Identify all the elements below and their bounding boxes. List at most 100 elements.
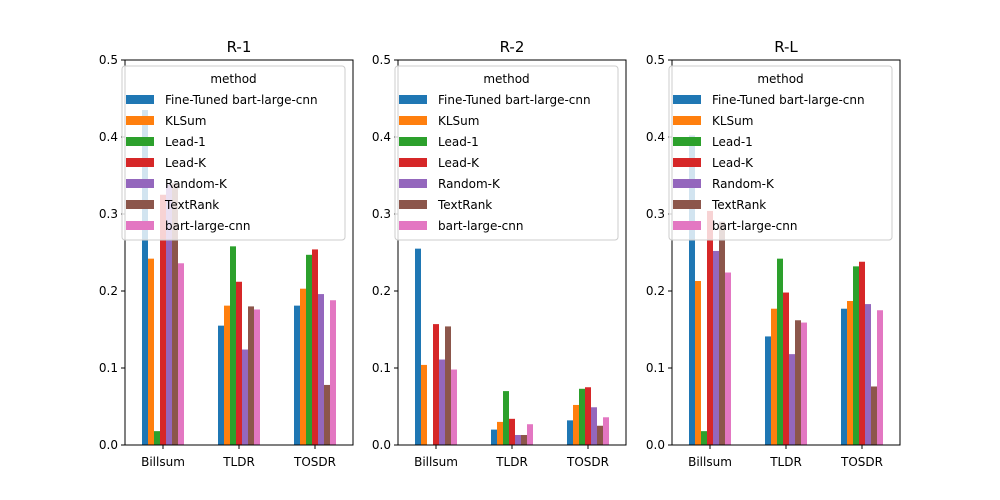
bar-tosdr-klsum bbox=[573, 404, 579, 445]
y-tick-label: 0.2 bbox=[372, 284, 391, 298]
legend-swatch bbox=[399, 137, 427, 146]
y-tick-label: 0.3 bbox=[99, 207, 118, 221]
bar-tosdr-random-k bbox=[318, 294, 324, 445]
legend-label: Lead-K bbox=[438, 156, 480, 170]
legend-swatch bbox=[126, 221, 154, 230]
legend-label: KLSum bbox=[712, 114, 753, 128]
bar-tldr-klsum bbox=[771, 308, 777, 445]
x-tick-label: TOSDR bbox=[566, 455, 609, 469]
x-tick-label: TLDR bbox=[769, 455, 802, 469]
bar-billsum-bart-large-cnn bbox=[178, 263, 184, 445]
y-tick-label: 0.2 bbox=[646, 284, 665, 298]
legend-label: bart-large-cnn bbox=[712, 219, 798, 233]
bar-tldr-textrank bbox=[521, 434, 527, 445]
bar-tldr-textrank bbox=[795, 320, 801, 445]
bar-billsum-lead-1 bbox=[154, 431, 160, 445]
bar-tldr-random-k bbox=[242, 349, 248, 445]
bar-tldr-fine-tuned-bart-large-cnn bbox=[491, 429, 497, 445]
bar-billsum-textrank bbox=[172, 183, 178, 445]
bar-tldr-lead-1 bbox=[503, 391, 509, 445]
bar-billsum-lead-k bbox=[433, 324, 439, 445]
legend-box bbox=[121, 65, 346, 241]
legend-label: bart-large-cnn bbox=[438, 219, 524, 233]
chart-panel-3: R-L 0.0 0.1 0.2 0.3 0.4 0.5 Billsum TLDR TOSDR met… bbox=[646, 38, 901, 469]
bar-billsum-textrank bbox=[719, 221, 725, 445]
bar-tldr-klsum bbox=[224, 305, 230, 445]
y-tick-label: 0.4 bbox=[646, 130, 665, 144]
bar-tldr-fine-tuned-bart-large-cnn bbox=[765, 336, 771, 445]
legend-swatch bbox=[126, 116, 154, 125]
bar-tldr-lead-1 bbox=[230, 246, 236, 445]
bar-tosdr-fine-tuned-bart-large-cnn bbox=[294, 305, 300, 445]
legend-box bbox=[394, 65, 619, 241]
bar-tosdr-random-k bbox=[865, 304, 871, 445]
legend-swatch bbox=[399, 179, 427, 188]
legend-swatch bbox=[399, 158, 427, 167]
chart-panel-2: R-2 0.0 0.1 0.2 0.3 0.4 0.5 Billsum TLDR TOSDR met… bbox=[372, 38, 627, 469]
bar-tldr-random-k bbox=[789, 354, 795, 445]
y-tick-label: 0.0 bbox=[372, 438, 391, 452]
legend-label: KLSum bbox=[438, 114, 479, 128]
legend-label: Lead-K bbox=[165, 156, 207, 170]
bar-tldr-lead-k bbox=[783, 292, 789, 445]
y-tick-label: 0.3 bbox=[372, 207, 391, 221]
y-tick-label: 0.5 bbox=[99, 53, 118, 67]
bar-billsum-lead-k bbox=[707, 210, 713, 445]
x-tick-label: TLDR bbox=[222, 455, 255, 469]
bar-billsum-klsum bbox=[148, 258, 154, 445]
legend: method Fine-Tuned bart-large-cnn KLSum Lead… bbox=[121, 65, 346, 241]
legend-label: KLSum bbox=[165, 114, 206, 128]
legend-label: TextRank bbox=[164, 198, 219, 212]
bar-billsum-fine-tuned-bart-large-cnn bbox=[142, 110, 148, 446]
legend-swatch bbox=[399, 95, 427, 104]
bar-billsum-random-k bbox=[439, 359, 445, 445]
y-tick-label: 0.3 bbox=[646, 207, 665, 221]
bar-tldr-textrank bbox=[248, 306, 254, 445]
bar-tosdr-lead-k bbox=[312, 249, 318, 445]
y-tick-label: 0.1 bbox=[372, 361, 391, 375]
legend-label: Random-K bbox=[165, 177, 228, 191]
chart-title: R-L bbox=[774, 38, 798, 56]
legend-label: TextRank bbox=[437, 198, 492, 212]
bar-tosdr-bart-large-cnn bbox=[330, 300, 336, 445]
bar-tldr-bart-large-cnn bbox=[801, 322, 807, 445]
bar-billsum-random-k bbox=[713, 250, 719, 445]
bar-tldr-random-k bbox=[515, 434, 521, 445]
legend-swatch bbox=[673, 95, 701, 104]
y-tick-label: 0.0 bbox=[99, 438, 118, 452]
bar-tldr-lead-k bbox=[236, 281, 242, 445]
legend-swatch bbox=[673, 158, 701, 167]
legend-label: Fine-Tuned bart-large-cnn bbox=[165, 93, 318, 107]
y-tick-label: 0.1 bbox=[99, 361, 118, 375]
bar-tldr-lead-k bbox=[509, 418, 515, 445]
y-tick-label: 0.5 bbox=[646, 53, 665, 67]
bar-tldr-bart-large-cnn bbox=[527, 424, 533, 445]
legend-swatch bbox=[673, 137, 701, 146]
legend: method Fine-Tuned bart-large-cnn KLSum Lead… bbox=[394, 65, 619, 241]
legend-swatch bbox=[399, 221, 427, 230]
chart-title: R-1 bbox=[227, 38, 252, 56]
bar-tldr-lead-1 bbox=[777, 258, 783, 445]
legend-swatch bbox=[673, 200, 701, 209]
bar-tosdr-fine-tuned-bart-large-cnn bbox=[567, 420, 573, 445]
bar-tosdr-lead-1 bbox=[306, 254, 312, 445]
legend-swatch bbox=[126, 95, 154, 104]
bar-tosdr-fine-tuned-bart-large-cnn bbox=[841, 308, 847, 445]
y-tick-label: 0.4 bbox=[372, 130, 391, 144]
x-tick-label: Billsum bbox=[141, 455, 185, 469]
legend-swatch bbox=[399, 116, 427, 125]
legend-label: Random-K bbox=[438, 177, 501, 191]
legend-swatch bbox=[673, 179, 701, 188]
chart-panel-1: R-1 0.0 0.1 0.2 0.3 0.4 0.5 Billsum TLDR TOSDR met… bbox=[99, 38, 354, 469]
x-tick-label: Billsum bbox=[414, 455, 458, 469]
legend-label: bart-large-cnn bbox=[165, 219, 251, 233]
legend-label: TextRank bbox=[711, 198, 766, 212]
legend-title: method bbox=[757, 72, 803, 86]
bar-billsum-bart-large-cnn bbox=[725, 272, 731, 445]
legend-swatch bbox=[673, 221, 701, 230]
bar-tosdr-klsum bbox=[847, 301, 853, 445]
x-tick-label: TOSDR bbox=[840, 455, 883, 469]
legend-swatch bbox=[126, 200, 154, 209]
bar-billsum-lead-1 bbox=[701, 431, 707, 445]
